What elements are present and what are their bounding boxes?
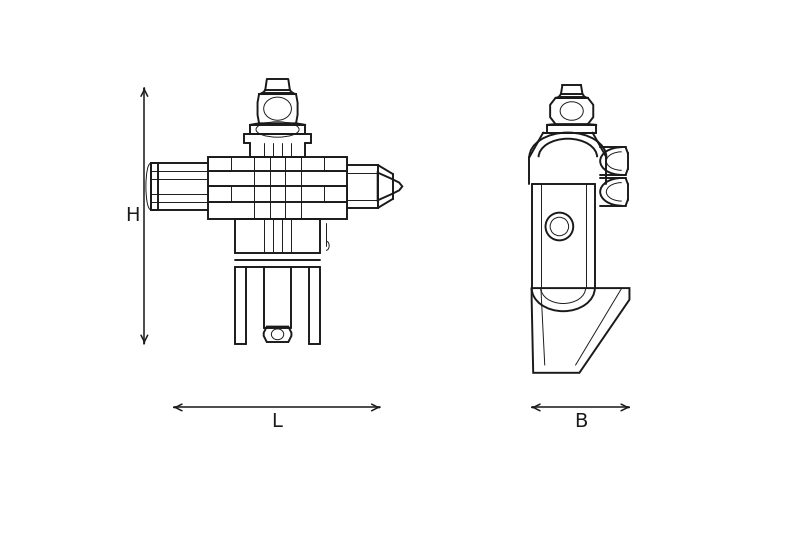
Text: B: B (574, 412, 587, 431)
Bar (150, 164, 158, 210)
Bar (208, 157, 231, 171)
Bar (235, 219, 320, 253)
Bar (208, 157, 347, 219)
Bar (324, 157, 347, 171)
Text: L: L (271, 412, 282, 431)
Text: H: H (126, 206, 140, 225)
Bar (324, 186, 347, 202)
Bar (208, 186, 231, 202)
